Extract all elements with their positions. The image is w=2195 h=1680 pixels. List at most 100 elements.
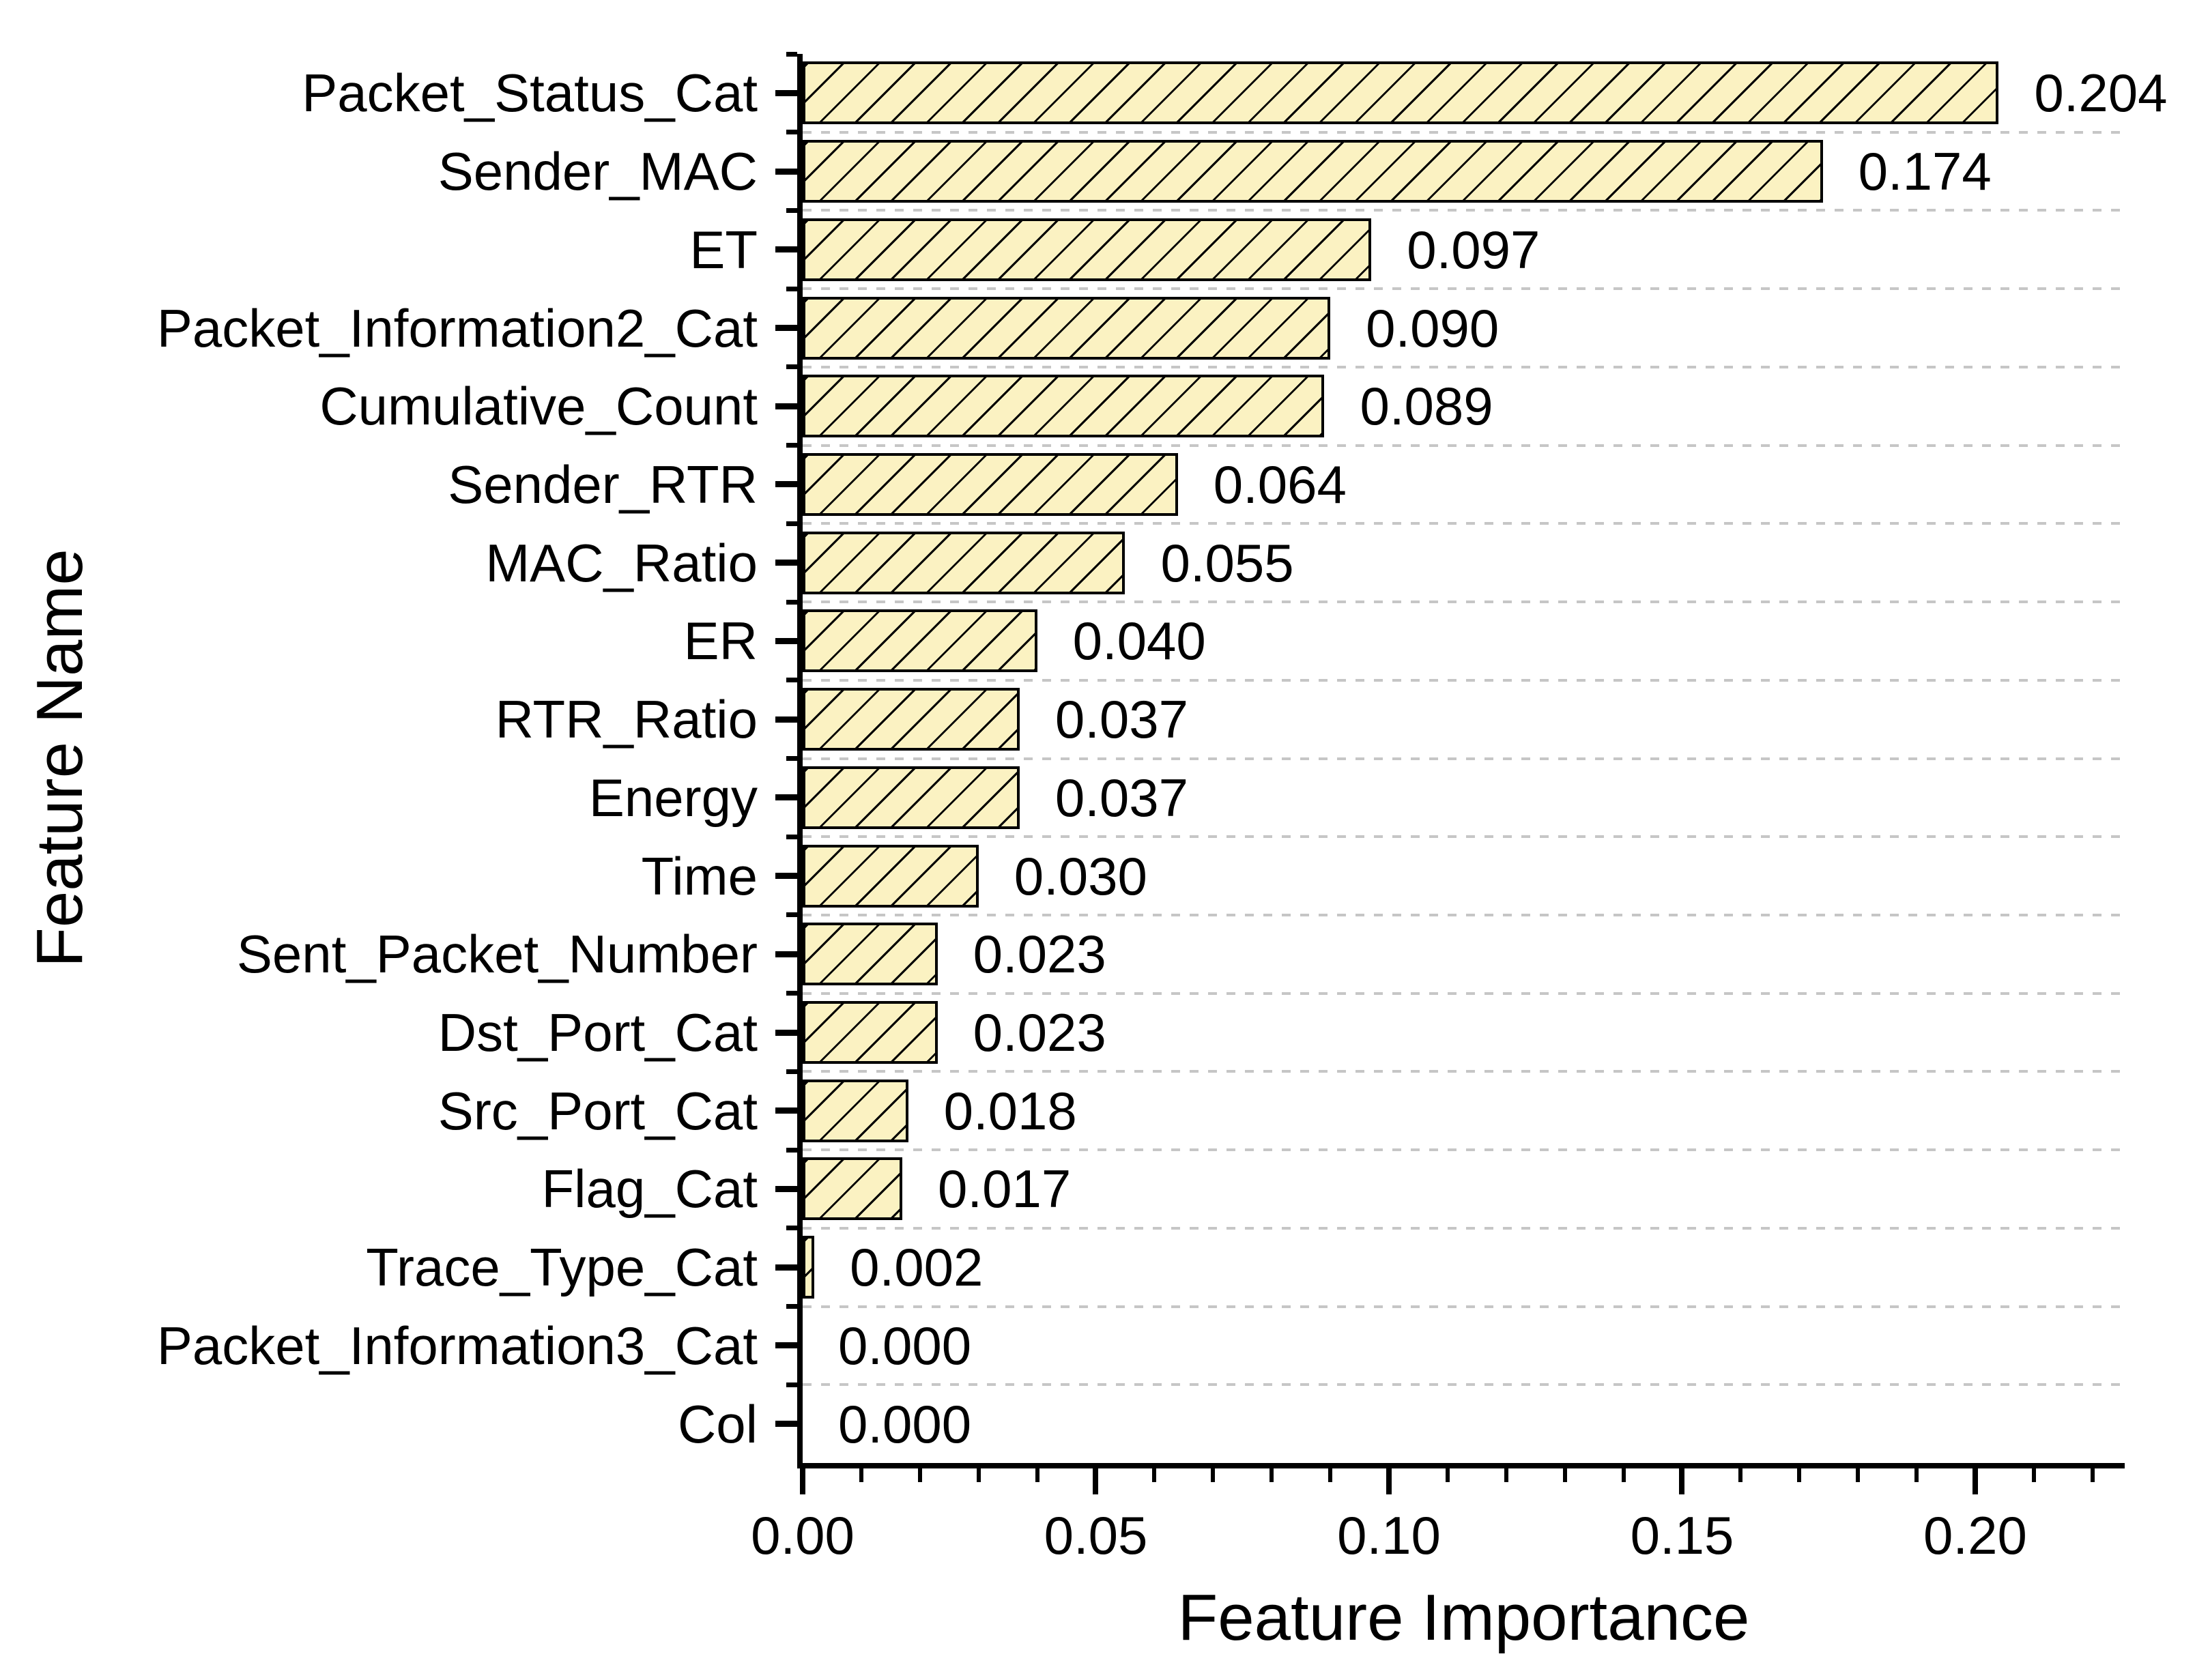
x-axis-title: Feature Importance bbox=[1177, 1581, 1750, 1654]
y-axis-minor-tick bbox=[786, 991, 797, 996]
x-axis-major-tick bbox=[800, 1468, 805, 1494]
category-label: MAC_Ratio bbox=[485, 532, 758, 593]
category-label: Packet_Information2_Cat bbox=[156, 298, 758, 358]
x-axis-minor-tick bbox=[1269, 1468, 1274, 1482]
bar-value-label: 0.064 bbox=[1213, 454, 1347, 515]
importance-bar bbox=[803, 296, 1331, 360]
x-axis-tick-label: 0.10 bbox=[1337, 1505, 1441, 1565]
bar-value-label: 0.000 bbox=[838, 1315, 972, 1376]
x-axis-minor-tick bbox=[1738, 1468, 1743, 1482]
bar-value-label: 0.037 bbox=[1055, 689, 1189, 750]
bar-value-label: 0.040 bbox=[1072, 611, 1206, 671]
x-axis-minor-tick bbox=[2090, 1468, 2095, 1482]
y-axis-minor-tick bbox=[786, 521, 797, 526]
y-axis-minor-tick bbox=[786, 1382, 797, 1387]
x-axis-minor-tick bbox=[1914, 1468, 1919, 1482]
importance-bar bbox=[803, 609, 1037, 673]
x-axis-minor-tick bbox=[859, 1468, 863, 1482]
category-label: Energy bbox=[588, 767, 758, 828]
y-axis-major-tick bbox=[775, 637, 797, 644]
bar-value-label: 0.023 bbox=[973, 1002, 1106, 1063]
category-label: Cumulative_Count bbox=[319, 376, 758, 437]
category-label: Trace_Type_Cat bbox=[366, 1237, 758, 1298]
y-axis-major-tick bbox=[775, 246, 797, 253]
x-axis-minor-tick bbox=[1211, 1468, 1216, 1482]
y-axis-major-tick bbox=[775, 873, 797, 880]
category-gridline bbox=[803, 991, 2125, 995]
category-label: Sent_Packet_Number bbox=[236, 924, 758, 985]
category-gridline bbox=[803, 522, 2125, 525]
y-axis-minor-tick bbox=[786, 1226, 797, 1231]
x-axis-minor-tick bbox=[1445, 1468, 1450, 1482]
bar-value-label: 0.174 bbox=[1858, 141, 1992, 202]
y-axis-minor-tick bbox=[786, 286, 797, 291]
x-axis-major-tick bbox=[1386, 1468, 1392, 1494]
importance-bar bbox=[803, 1079, 908, 1142]
importance-bar bbox=[803, 531, 1125, 594]
x-axis-line bbox=[797, 1463, 2125, 1468]
category-label: Sender_MAC bbox=[437, 141, 758, 202]
y-axis-major-tick bbox=[775, 168, 797, 175]
x-axis-major-tick bbox=[1972, 1468, 1978, 1494]
bar-value-label: 0.097 bbox=[1407, 219, 1540, 280]
x-axis-minor-tick bbox=[1797, 1468, 1802, 1482]
y-axis-major-tick bbox=[775, 951, 797, 957]
y-axis-major-tick bbox=[775, 560, 797, 566]
importance-bar bbox=[803, 844, 979, 908]
y-axis-minor-tick bbox=[786, 364, 797, 370]
bar-value-label: 0.018 bbox=[943, 1080, 1077, 1141]
category-gridline bbox=[803, 130, 2125, 134]
bar-value-label: 0.030 bbox=[1014, 845, 1147, 906]
category-label: Packet_Status_Cat bbox=[302, 63, 758, 124]
y-axis-title: Feature Name bbox=[23, 549, 96, 968]
category-gridline bbox=[803, 365, 2125, 368]
category-gridline bbox=[803, 287, 2125, 291]
category-label: RTR_Ratio bbox=[495, 689, 758, 750]
x-axis-tick-label: 0.00 bbox=[751, 1505, 855, 1565]
category-gridline bbox=[803, 1070, 2125, 1073]
y-axis-major-tick bbox=[775, 1342, 797, 1349]
importance-bar bbox=[803, 766, 1020, 829]
y-axis-minor-tick bbox=[786, 756, 797, 761]
importance-bar bbox=[803, 375, 1325, 438]
category-label: Dst_Port_Cat bbox=[437, 1002, 758, 1063]
y-axis-minor-tick bbox=[786, 207, 797, 213]
importance-bar bbox=[803, 452, 1178, 516]
bar-value-label: 0.017 bbox=[938, 1159, 1072, 1219]
y-axis-minor-tick bbox=[786, 834, 797, 839]
y-axis-line bbox=[797, 54, 803, 1468]
bar-value-label: 0.023 bbox=[973, 924, 1106, 985]
x-axis-major-tick bbox=[1679, 1468, 1685, 1494]
y-axis-minor-tick bbox=[786, 599, 797, 605]
y-axis-minor-tick bbox=[786, 51, 797, 57]
category-gridline bbox=[803, 757, 2125, 760]
importance-bar bbox=[803, 140, 1823, 203]
category-gridline bbox=[803, 678, 2125, 682]
y-axis-major-tick bbox=[775, 1107, 797, 1114]
y-axis-minor-tick bbox=[786, 130, 797, 135]
y-axis-minor-tick bbox=[786, 912, 797, 918]
importance-bar bbox=[803, 61, 1999, 125]
importance-bar bbox=[803, 1001, 938, 1065]
x-axis-tick-label: 0.20 bbox=[1923, 1505, 2027, 1565]
y-axis-minor-tick bbox=[786, 1147, 797, 1153]
y-axis-major-tick bbox=[775, 481, 797, 488]
category-gridline bbox=[803, 209, 2125, 212]
y-axis-major-tick bbox=[775, 89, 797, 96]
category-gridline bbox=[803, 835, 2125, 839]
bar-value-label: 0.090 bbox=[1366, 298, 1500, 358]
category-label: Time bbox=[641, 845, 758, 906]
x-axis-minor-tick bbox=[2031, 1468, 2036, 1482]
bar-value-label: 0.089 bbox=[1360, 376, 1493, 437]
category-gridline bbox=[803, 913, 2125, 916]
x-axis-minor-tick bbox=[1504, 1468, 1508, 1482]
y-axis-minor-tick bbox=[786, 1304, 797, 1309]
bar-value-label: 0.055 bbox=[1160, 532, 1294, 593]
y-axis-major-tick bbox=[775, 1264, 797, 1271]
x-axis-minor-tick bbox=[1621, 1468, 1626, 1482]
x-axis-minor-tick bbox=[1328, 1468, 1333, 1482]
importance-bar bbox=[803, 688, 1020, 751]
importance-bar bbox=[803, 1236, 815, 1299]
category-gridline bbox=[803, 1305, 2125, 1308]
category-gridline bbox=[803, 1226, 2125, 1230]
